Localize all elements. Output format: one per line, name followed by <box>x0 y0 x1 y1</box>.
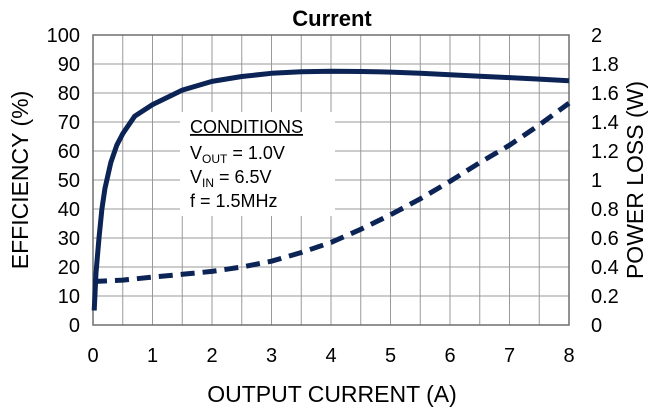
x-axis-ticks: 0 1 2 3 4 5 6 7 8 <box>87 345 574 367</box>
y2-tick-label: 1.2 <box>591 141 619 163</box>
x-tick-label: 2 <box>206 345 217 367</box>
y-tick-label: 10 <box>58 286 80 308</box>
y-tick-label: 20 <box>58 257 80 279</box>
y2-tick-label: 0.6 <box>591 228 619 250</box>
y2-axis-label: POWER LOSS (W) <box>622 81 648 279</box>
y-tick-label: 30 <box>58 228 80 250</box>
x-tick-label: 0 <box>87 345 98 367</box>
y-tick-label: 100 <box>47 25 80 47</box>
conditions-background <box>180 112 335 216</box>
x-tick-label: 8 <box>563 345 574 367</box>
x-tick-label: 3 <box>266 345 277 367</box>
y2-tick-label: 1 <box>591 170 602 192</box>
x-tick-label: 5 <box>385 345 396 367</box>
x-tick-label: 4 <box>325 345 336 367</box>
y2-tick-label: 0 <box>591 315 602 337</box>
y-axis-label: EFFICIENCY (%) <box>7 91 33 269</box>
x-tick-label: 1 <box>147 345 158 367</box>
y-axis-ticks: 0 10 20 30 40 50 60 70 80 90 100 <box>47 25 80 337</box>
condition-vin: VIN = 6.5V <box>190 167 272 190</box>
x-axis-label: OUTPUT CURRENT (A) <box>207 381 457 407</box>
plot-frame <box>92 34 570 326</box>
x-tick-label: 7 <box>504 345 515 367</box>
y-tick-label: 0 <box>69 315 80 337</box>
condition-frequency: f = 1.5MHz <box>190 191 278 211</box>
y2-tick-label: 1.4 <box>591 112 619 134</box>
condition-vout: VOUT = 1.0V <box>190 143 285 166</box>
y-tick-label: 60 <box>58 141 80 163</box>
series-layer <box>91 68 571 311</box>
y2-tick-label: 1.8 <box>591 54 619 76</box>
efficiency-line <box>91 68 570 311</box>
conditions-box: CONDITIONS VOUT = 1.0V VIN = 6.5V f = 1.… <box>180 112 335 216</box>
conditions-heading: CONDITIONS <box>190 117 303 137</box>
y-tick-label: 80 <box>58 83 80 105</box>
y2-tick-label: 0.4 <box>591 257 619 279</box>
y2-axis-ticks: 0 0.2 0.4 0.6 0.8 1 1.2 1.4 1.6 1.8 2 <box>591 25 619 337</box>
x-tick-label: 6 <box>444 345 455 367</box>
power-loss-line <box>92 101 571 284</box>
y-tick-label: 70 <box>58 112 80 134</box>
chart-title: Current <box>292 6 372 31</box>
y2-tick-label: 2 <box>591 25 602 47</box>
y2-tick-label: 1.6 <box>591 83 619 105</box>
y-tick-label: 90 <box>58 54 80 76</box>
y2-tick-label: 0.2 <box>591 286 619 308</box>
y-tick-label: 50 <box>58 170 80 192</box>
y-tick-label: 40 <box>58 199 80 221</box>
y2-tick-label: 0.8 <box>591 199 619 221</box>
